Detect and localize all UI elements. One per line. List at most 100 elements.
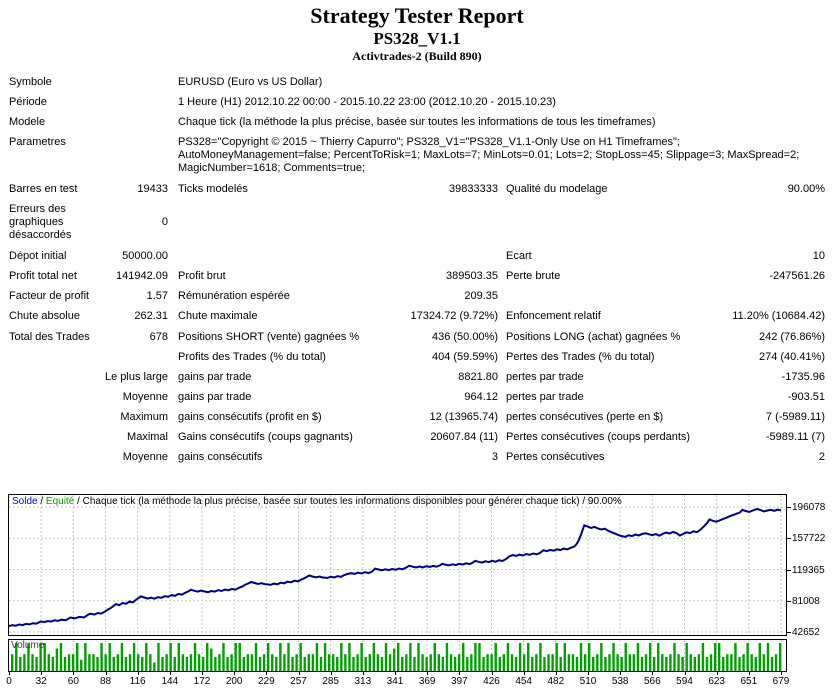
report-cell-group: Moyenne bbox=[9, 451, 168, 464]
row-value: Moyenne bbox=[122, 451, 168, 463]
volume-bar bbox=[632, 654, 636, 671]
volume-bar bbox=[417, 643, 420, 671]
volume-bar bbox=[67, 654, 71, 671]
volume-bar bbox=[315, 643, 319, 671]
y-axis-label: 42652 bbox=[792, 627, 820, 638]
volume-bar bbox=[742, 654, 745, 671]
volume-bar bbox=[421, 654, 424, 671]
row-label: Profits des Trades (% du total) bbox=[178, 351, 326, 363]
volume-bar bbox=[397, 643, 400, 671]
volume-bar bbox=[189, 654, 193, 671]
volume-bar bbox=[132, 643, 136, 671]
volume-bar bbox=[636, 643, 640, 671]
row-value: 964.12 bbox=[464, 391, 498, 403]
report-cell-group: Pertes des Trades (% du total) 274 (40.41… bbox=[506, 351, 825, 364]
row-label: Parametres bbox=[9, 136, 66, 148]
x-axis-tick bbox=[491, 672, 493, 675]
volume-bar bbox=[685, 643, 688, 671]
x-axis-tick bbox=[137, 672, 139, 675]
volume-bar bbox=[384, 643, 388, 671]
report-cell-group: Symbole bbox=[9, 76, 168, 89]
report-subtitle: PS328_V1.1 bbox=[373, 29, 461, 48]
volume-bar bbox=[547, 654, 550, 671]
volume-bar bbox=[470, 654, 473, 671]
x-axis-tick bbox=[202, 672, 203, 675]
volume-bar bbox=[71, 654, 75, 671]
row-value: -247561.26 bbox=[769, 270, 825, 282]
row-label: Rémunération espérée bbox=[178, 290, 290, 302]
volume-bar bbox=[652, 657, 656, 671]
volume-bar bbox=[392, 648, 396, 671]
x-axis-tick bbox=[716, 672, 718, 675]
volume-bar bbox=[490, 654, 493, 671]
volume-bar bbox=[474, 643, 477, 671]
x-axis-label: 144 bbox=[161, 676, 179, 687]
volume-bar bbox=[457, 654, 461, 671]
volume-bar bbox=[726, 654, 729, 671]
legend-text: / bbox=[37, 496, 46, 507]
report-cell-group: gains par trade 8821.80 bbox=[178, 371, 498, 384]
report-row: Total des Trades 678 Positions SHORT (vent… bbox=[9, 331, 825, 344]
volume-bar bbox=[510, 654, 514, 671]
volume-bar bbox=[124, 657, 128, 671]
volume-bar bbox=[303, 657, 306, 671]
volume-bar bbox=[157, 643, 160, 671]
balance-chart: Solde / Equité / Chaque tick (la méthode… bbox=[8, 494, 787, 636]
volume-bar bbox=[206, 643, 209, 671]
x-axis-label: 651 bbox=[740, 676, 758, 687]
volume-bar bbox=[141, 657, 144, 671]
volume-bar bbox=[51, 657, 55, 671]
volume-bar bbox=[128, 654, 132, 671]
x-axis-tick bbox=[459, 672, 461, 675]
volume-bar bbox=[120, 643, 124, 671]
volume-bar bbox=[15, 643, 18, 671]
report-row: Le plus large gains par trade 8821.80 perte… bbox=[9, 371, 825, 384]
volume-bar bbox=[63, 657, 67, 671]
x-axis-tick bbox=[266, 672, 268, 675]
volume-bar bbox=[539, 643, 542, 671]
row-value: 678 bbox=[149, 331, 168, 343]
volume-bar bbox=[774, 654, 778, 671]
report-cell-group: Moyenne bbox=[9, 391, 168, 404]
volume-bar bbox=[230, 654, 233, 671]
volume-bar bbox=[498, 657, 501, 671]
report-cell-group: Profits des Trades (% du total) 404 (59.5… bbox=[178, 351, 498, 364]
row-wide-text: EURUSD (Euro vs US Dollar) bbox=[178, 76, 323, 88]
volume-bar bbox=[181, 654, 185, 671]
row-value: Maximum bbox=[120, 411, 168, 423]
volume-bar bbox=[579, 643, 583, 671]
volume-bar bbox=[169, 643, 172, 671]
report-cell-group: Pertes consécutives (coups perdants) -598… bbox=[506, 431, 825, 444]
row-value: 389503.35 bbox=[446, 270, 498, 282]
x-axis-label: 454 bbox=[515, 676, 532, 687]
volume-bar bbox=[47, 654, 50, 671]
x-axis-tick bbox=[234, 672, 236, 675]
report-cell-group: Parametres bbox=[9, 136, 168, 149]
row-label: Profit total net bbox=[9, 270, 77, 282]
volume-bar bbox=[494, 643, 497, 671]
volume-bar bbox=[657, 643, 660, 671]
row-label: Pertes consécutives (coups perdants) bbox=[506, 431, 691, 443]
volume-bar bbox=[717, 643, 721, 671]
report-cell-group: Dépot initial 50000.00 bbox=[9, 250, 168, 263]
legend-text: / Chaque tick (la méthode la plus précis… bbox=[74, 496, 622, 507]
report-cell-group: Profit total net 141942.09 bbox=[9, 270, 168, 283]
x-axis-tick bbox=[620, 672, 622, 675]
volume-bar bbox=[218, 654, 221, 671]
report-row: Modele Chaque tick (la méthode la plus pr… bbox=[9, 116, 825, 129]
row-wide-text: 1 Heure (H1) 2012.10.22 00:00 - 2015.10.… bbox=[178, 96, 556, 108]
x-axis-tick bbox=[427, 672, 429, 675]
volume-bar bbox=[543, 657, 546, 671]
volume-bar bbox=[616, 654, 619, 671]
build-info: Activtrades-2 (Build 890) bbox=[352, 49, 482, 63]
volume-bar bbox=[409, 643, 412, 671]
volume-bar bbox=[624, 643, 627, 671]
report-cell-group: Positions SHORT (vente) gagnées % 436 (50… bbox=[178, 331, 498, 344]
row-value: 20607.84 (11) bbox=[430, 431, 498, 443]
balance-curve bbox=[9, 507, 782, 627]
volume-bar bbox=[336, 657, 339, 671]
row-label: Gains consécutifs (coups gagnants) bbox=[178, 431, 353, 443]
row-label: Pertes des Trades (% du total) bbox=[506, 351, 655, 363]
x-axis-tick bbox=[523, 672, 525, 675]
volume-bar bbox=[482, 657, 485, 671]
